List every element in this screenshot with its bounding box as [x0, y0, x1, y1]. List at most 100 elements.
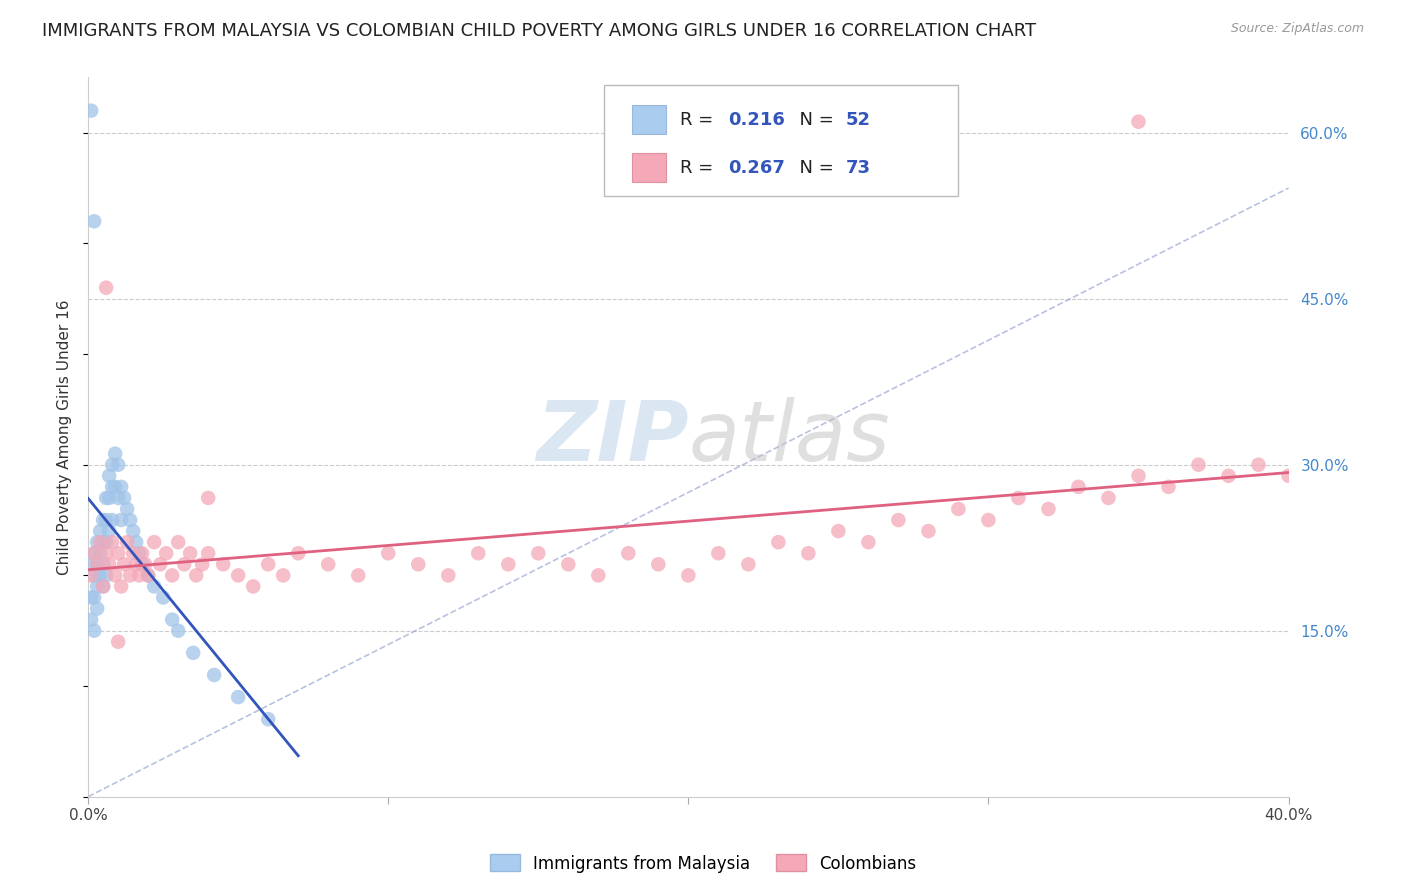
- Point: [122, 546, 145, 560]
- Point: [83, 214, 105, 228]
- Point: [80, 613, 103, 627]
- Point: [257, 558, 280, 572]
- Point: [179, 546, 201, 560]
- Point: [797, 546, 820, 560]
- Point: [107, 458, 129, 472]
- Point: [287, 546, 309, 560]
- Point: [143, 579, 166, 593]
- Point: [128, 546, 150, 560]
- Point: [122, 524, 145, 538]
- Bar: [631, 153, 665, 182]
- Point: [948, 502, 970, 516]
- Text: Source: ZipAtlas.com: Source: ZipAtlas.com: [1230, 22, 1364, 36]
- Text: N =: N =: [787, 159, 839, 177]
- Point: [86, 558, 108, 572]
- Point: [107, 634, 129, 648]
- Point: [588, 568, 610, 582]
- Text: N =: N =: [787, 111, 839, 128]
- Point: [167, 624, 190, 638]
- Point: [197, 491, 219, 505]
- Point: [226, 690, 249, 704]
- Y-axis label: Child Poverty Among Girls Under 16: Child Poverty Among Girls Under 16: [58, 300, 72, 574]
- Text: 73: 73: [845, 159, 870, 177]
- Text: atlas: atlas: [689, 397, 890, 477]
- Point: [101, 513, 124, 527]
- Point: [107, 546, 129, 560]
- Point: [89, 568, 111, 582]
- Point: [86, 579, 108, 593]
- Point: [128, 568, 150, 582]
- Point: [271, 568, 294, 582]
- Point: [91, 535, 114, 549]
- Point: [316, 558, 339, 572]
- Point: [202, 668, 225, 682]
- Text: 0.216: 0.216: [728, 111, 785, 128]
- Text: R =: R =: [681, 111, 718, 128]
- Point: [152, 591, 174, 605]
- Point: [467, 546, 489, 560]
- Point: [191, 558, 214, 572]
- Point: [115, 535, 138, 549]
- Bar: [631, 105, 665, 134]
- Point: [1128, 114, 1150, 128]
- Point: [96, 513, 118, 527]
- Point: [143, 535, 166, 549]
- Point: [149, 558, 172, 572]
- Point: [101, 535, 124, 549]
- Text: 0.267: 0.267: [728, 159, 785, 177]
- Point: [91, 513, 114, 527]
- Point: [827, 524, 849, 538]
- Point: [125, 558, 148, 572]
- Point: [98, 468, 121, 483]
- Point: [101, 480, 124, 494]
- Point: [617, 546, 640, 560]
- Point: [377, 546, 399, 560]
- Point: [257, 712, 280, 726]
- Point: [112, 491, 135, 505]
- Point: [89, 546, 111, 560]
- Point: [1218, 468, 1240, 483]
- Point: [110, 480, 132, 494]
- Point: [80, 591, 103, 605]
- Point: [1157, 480, 1180, 494]
- Point: [173, 558, 195, 572]
- Point: [131, 546, 153, 560]
- Point: [977, 513, 1000, 527]
- Point: [242, 579, 264, 593]
- Point: [104, 447, 127, 461]
- Point: [96, 568, 118, 582]
- Point: [498, 558, 520, 572]
- Point: [186, 568, 208, 582]
- Point: [80, 558, 103, 572]
- Point: [112, 558, 135, 572]
- Point: [1097, 491, 1119, 505]
- Point: [86, 558, 108, 572]
- Text: 52: 52: [845, 111, 870, 128]
- Point: [527, 546, 550, 560]
- FancyBboxPatch shape: [605, 85, 959, 196]
- Point: [104, 480, 127, 494]
- Point: [1067, 480, 1090, 494]
- Point: [96, 281, 118, 295]
- Point: [858, 535, 880, 549]
- Point: [83, 546, 105, 560]
- Point: [120, 568, 142, 582]
- Point: [134, 558, 156, 572]
- Point: [110, 513, 132, 527]
- Legend: Immigrants from Malaysia, Colombians: Immigrants from Malaysia, Colombians: [484, 847, 922, 880]
- Point: [125, 535, 148, 549]
- Point: [406, 558, 429, 572]
- Text: IMMIGRANTS FROM MALAYSIA VS COLOMBIAN CHILD POVERTY AMONG GIRLS UNDER 16 CORRELA: IMMIGRANTS FROM MALAYSIA VS COLOMBIAN CH…: [42, 22, 1036, 40]
- Point: [96, 546, 118, 560]
- Point: [83, 624, 105, 638]
- Point: [110, 579, 132, 593]
- Point: [98, 558, 121, 572]
- Point: [131, 558, 153, 572]
- Point: [197, 546, 219, 560]
- Point: [557, 558, 579, 572]
- Point: [678, 568, 700, 582]
- Point: [167, 535, 190, 549]
- Point: [155, 546, 177, 560]
- Point: [91, 558, 114, 572]
- Point: [136, 568, 159, 582]
